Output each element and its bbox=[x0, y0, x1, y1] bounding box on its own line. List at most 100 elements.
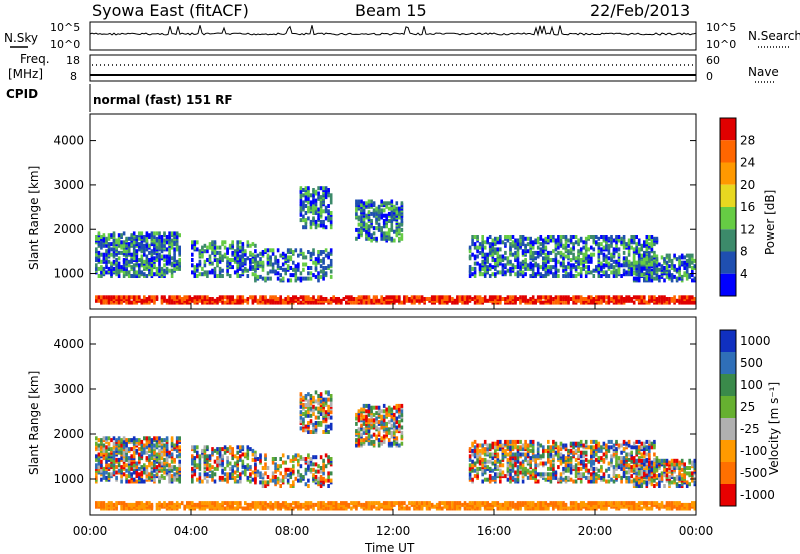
heatmap-cell bbox=[135, 448, 139, 453]
heatmap-cell bbox=[143, 247, 146, 252]
heatmap-cell bbox=[595, 265, 598, 270]
heatmap-cell bbox=[254, 249, 257, 254]
heatmap-cell bbox=[314, 298, 318, 303]
heatmap-cell bbox=[233, 475, 237, 480]
heatmap-cell bbox=[539, 295, 542, 300]
heatmap-cell bbox=[536, 245, 540, 250]
heatmap-cell bbox=[390, 407, 394, 412]
heatmap-cell bbox=[562, 295, 565, 300]
heatmap-cell bbox=[261, 267, 265, 272]
heatmap-cell bbox=[125, 236, 128, 241]
heatmap-cell bbox=[640, 295, 644, 300]
heatmap-cell bbox=[504, 263, 507, 268]
heatmap-cell bbox=[622, 470, 626, 475]
heatmap-cell bbox=[206, 479, 209, 484]
heatmap-cell bbox=[160, 461, 164, 466]
heatmap-cell bbox=[625, 242, 628, 247]
heatmap-cell bbox=[473, 261, 477, 266]
heatmap-cell bbox=[130, 295, 133, 300]
heatmap-cell bbox=[165, 259, 169, 264]
heatmap-cell bbox=[635, 260, 638, 265]
heatmap-cell bbox=[302, 262, 305, 267]
heatmap-cell bbox=[494, 298, 497, 303]
heatmap-cell bbox=[488, 459, 492, 464]
heatmap-cell bbox=[317, 223, 320, 228]
heatmap-cell bbox=[605, 258, 608, 262]
heatmap-cell bbox=[653, 253, 656, 258]
heatmap-cell bbox=[491, 445, 495, 450]
heatmap-cell bbox=[206, 454, 209, 459]
heatmap-cell bbox=[314, 266, 318, 270]
heatmap-cell bbox=[630, 456, 633, 461]
heatmap-cell bbox=[564, 235, 568, 239]
heatmap-cell bbox=[478, 298, 482, 303]
heatmap-cell bbox=[312, 408, 315, 413]
heatmap-cell bbox=[643, 260, 646, 265]
heatmap-cell bbox=[143, 463, 146, 468]
heatmap-cell bbox=[178, 475, 181, 480]
heatmap-cell bbox=[160, 452, 164, 457]
heatmap-cell bbox=[218, 270, 222, 275]
heatmap-cell bbox=[357, 427, 361, 432]
heatmap-cell bbox=[600, 456, 603, 461]
heatmap-cell bbox=[395, 206, 399, 211]
heatmap-cell bbox=[276, 258, 280, 263]
heatmap-cell bbox=[231, 468, 234, 473]
heatmap-cell bbox=[516, 452, 520, 457]
heatmap-cell bbox=[597, 474, 601, 479]
heatmap-cell bbox=[125, 468, 128, 473]
heatmap-cell bbox=[655, 236, 659, 241]
heatmap-cell bbox=[584, 274, 588, 278]
heatmap-cell bbox=[292, 267, 295, 272]
heatmap-cell bbox=[549, 475, 553, 480]
heatmap-cell bbox=[160, 249, 164, 254]
heatmap-cell bbox=[569, 470, 573, 475]
heatmap-cell bbox=[600, 242, 603, 247]
heatmap-cell bbox=[635, 479, 638, 484]
heatmap-cell bbox=[299, 473, 303, 478]
heatmap-cell bbox=[587, 468, 590, 473]
station-title: Syowa East (fitACF) bbox=[92, 1, 249, 20]
heatmap-cell bbox=[658, 278, 661, 283]
heatmap-cell bbox=[122, 472, 126, 477]
heatmap-cell bbox=[655, 474, 659, 479]
heatmap-cell bbox=[304, 394, 308, 398]
heatmap-cell bbox=[170, 231, 174, 236]
heatmap-cell bbox=[488, 443, 492, 448]
heatmap-cell bbox=[226, 475, 229, 480]
heatmap-cell bbox=[319, 209, 323, 214]
heatmap-cell bbox=[95, 463, 98, 468]
heatmap-cell bbox=[196, 240, 199, 245]
heatmap-cell bbox=[632, 300, 636, 305]
heatmap-cell bbox=[191, 297, 194, 301]
heatmap-cell bbox=[228, 475, 232, 480]
heatmap-cell bbox=[216, 466, 219, 471]
heatmap-cell bbox=[526, 475, 530, 480]
heatmap-cell bbox=[549, 258, 553, 262]
heatmap-cell bbox=[516, 477, 520, 482]
heatmap-cell bbox=[536, 295, 540, 300]
heatmap-cell bbox=[309, 401, 313, 406]
heatmap-cell bbox=[499, 472, 502, 477]
heatmap-cell bbox=[562, 454, 565, 459]
heatmap-cell bbox=[435, 298, 439, 303]
heatmap-cell bbox=[279, 478, 282, 483]
heatmap-cell bbox=[592, 247, 596, 252]
heatmap-cell bbox=[579, 459, 583, 464]
heatmap-cell bbox=[100, 445, 103, 450]
heatmap-cell bbox=[357, 409, 361, 414]
heatmap-cell bbox=[264, 462, 267, 467]
heatmap-cell bbox=[299, 295, 303, 300]
heatmap-cell bbox=[615, 454, 618, 459]
heatmap-cell bbox=[165, 452, 169, 457]
heatmap-cell bbox=[476, 443, 479, 448]
y-tick-label: 3000 bbox=[53, 178, 84, 192]
heatmap-cell bbox=[191, 445, 194, 450]
heatmap-cell bbox=[191, 263, 194, 268]
heatmap-cell bbox=[143, 235, 146, 239]
heatmap-cell bbox=[231, 450, 234, 455]
heatmap-cell bbox=[514, 456, 517, 461]
heatmap-cell bbox=[211, 470, 214, 475]
heatmap-cell bbox=[665, 297, 669, 301]
heatmap-cell bbox=[529, 443, 532, 448]
